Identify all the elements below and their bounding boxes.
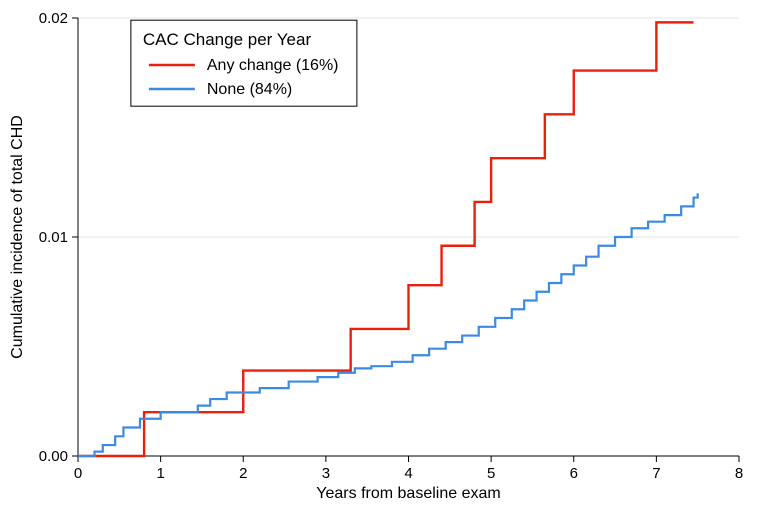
x-tick-label: 0 xyxy=(74,465,82,482)
x-tick-label: 4 xyxy=(404,465,412,482)
x-tick-label: 2 xyxy=(239,465,247,482)
y-tick-label: 0.01 xyxy=(39,229,68,246)
x-tick-label: 8 xyxy=(735,465,743,482)
legend-item-label: Any change (16%) xyxy=(207,57,339,74)
x-tick-label: 3 xyxy=(322,465,330,482)
legend: CAC Change per Year Any change (16%) None … xyxy=(131,20,357,106)
x-tick-label: 5 xyxy=(487,465,495,482)
y-axis-label: Cumulative incidence of total CHD xyxy=(9,115,26,359)
x-tick-label: 7 xyxy=(652,465,660,482)
x-tick-label: 6 xyxy=(570,465,578,482)
x-tick-label: 1 xyxy=(156,465,164,482)
incidence-chart: 0 1 2 3 4 5 6 7 8 0.00 0.01 0.02 Years from baseline… xyxy=(0,0,761,512)
legend-item-label: None (84%) xyxy=(207,81,292,98)
y-tick-label: 0.00 xyxy=(39,448,68,465)
y-tick-label: 0.02 xyxy=(39,10,68,27)
chart-container: 0 1 2 3 4 5 6 7 8 0.00 0.01 0.02 Years from baseline… xyxy=(0,0,761,512)
legend-title: CAC Change per Year xyxy=(143,30,312,49)
x-axis-label: Years from baseline exam xyxy=(316,485,500,502)
